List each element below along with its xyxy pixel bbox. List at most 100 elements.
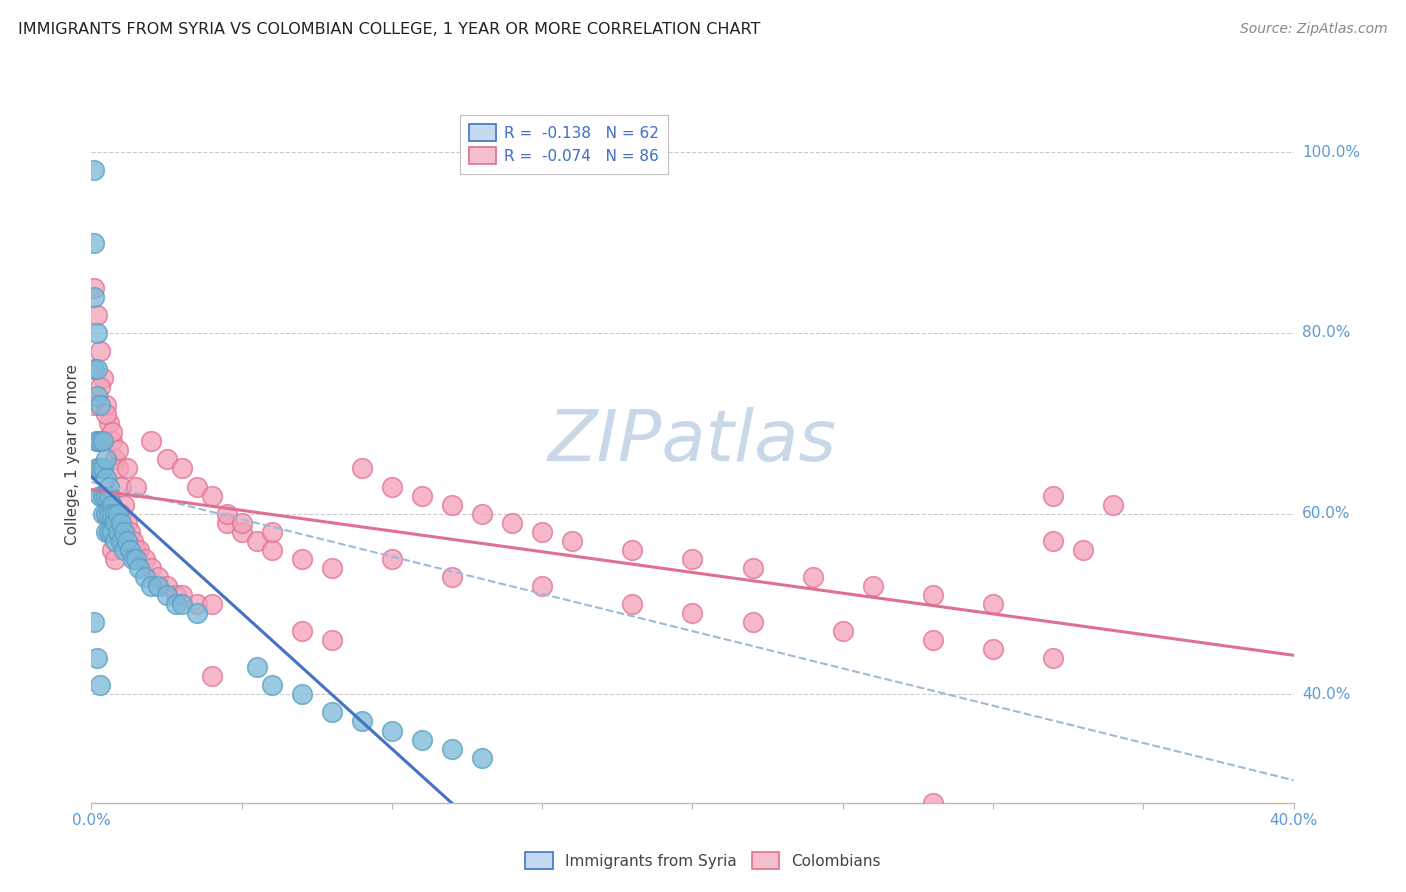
Point bbox=[260, 524, 283, 539]
Point bbox=[621, 542, 644, 557]
Point bbox=[93, 434, 115, 449]
Point bbox=[381, 479, 404, 493]
Point bbox=[186, 597, 208, 611]
Point bbox=[107, 524, 129, 539]
Point bbox=[96, 507, 118, 521]
Point bbox=[98, 524, 121, 539]
Point bbox=[96, 452, 118, 467]
Point bbox=[215, 507, 238, 521]
Y-axis label: College, 1 year or more: College, 1 year or more bbox=[65, 365, 80, 545]
Point bbox=[141, 561, 163, 575]
Point bbox=[291, 687, 314, 701]
Point bbox=[170, 461, 193, 475]
Point bbox=[96, 524, 118, 539]
Point bbox=[86, 308, 108, 322]
Point bbox=[98, 479, 121, 493]
Text: IMMIGRANTS FROM SYRIA VS COLOMBIAN COLLEGE, 1 YEAR OR MORE CORRELATION CHART: IMMIGRANTS FROM SYRIA VS COLOMBIAN COLLE… bbox=[18, 22, 761, 37]
Point bbox=[440, 741, 463, 756]
Point bbox=[128, 542, 150, 557]
Point bbox=[146, 579, 169, 593]
Point bbox=[411, 489, 433, 503]
Point bbox=[83, 235, 105, 250]
Point bbox=[981, 597, 1004, 611]
Point bbox=[101, 425, 124, 440]
Point bbox=[155, 588, 177, 602]
Point bbox=[922, 633, 945, 648]
Point bbox=[98, 489, 121, 503]
Point bbox=[98, 417, 121, 431]
Point bbox=[96, 407, 118, 421]
Text: 80.0%: 80.0% bbox=[1302, 326, 1350, 341]
Point bbox=[128, 561, 150, 575]
Point bbox=[246, 660, 269, 674]
Point bbox=[260, 542, 283, 557]
Point bbox=[89, 344, 111, 359]
Point bbox=[93, 371, 115, 385]
Point bbox=[101, 542, 124, 557]
Legend: Immigrants from Syria, Colombians: Immigrants from Syria, Colombians bbox=[519, 846, 887, 875]
Point bbox=[170, 597, 193, 611]
Text: 100.0%: 100.0% bbox=[1302, 145, 1360, 160]
Point bbox=[93, 507, 115, 521]
Point bbox=[98, 524, 121, 539]
Point bbox=[862, 579, 884, 593]
Point bbox=[83, 398, 105, 412]
Point bbox=[89, 398, 111, 412]
Point bbox=[141, 579, 163, 593]
Point bbox=[101, 524, 124, 539]
Point bbox=[141, 434, 163, 449]
Point bbox=[110, 507, 132, 521]
Point bbox=[170, 588, 193, 602]
Point bbox=[165, 597, 187, 611]
Point bbox=[101, 498, 124, 512]
Point bbox=[1042, 533, 1064, 548]
Point bbox=[83, 362, 105, 376]
Point bbox=[741, 615, 763, 629]
Point bbox=[89, 380, 111, 394]
Point bbox=[440, 498, 463, 512]
Point bbox=[89, 489, 111, 503]
Point bbox=[246, 533, 269, 548]
Point bbox=[101, 507, 124, 521]
Point bbox=[291, 624, 314, 639]
Point bbox=[86, 651, 108, 665]
Point bbox=[114, 524, 136, 539]
Point bbox=[350, 461, 373, 475]
Point bbox=[165, 588, 187, 602]
Point bbox=[107, 507, 129, 521]
Point bbox=[981, 642, 1004, 657]
Point bbox=[1102, 498, 1125, 512]
Point bbox=[146, 570, 169, 584]
Legend: R =  -0.138   N = 62, R =  -0.074   N = 86: R = -0.138 N = 62, R = -0.074 N = 86 bbox=[460, 115, 668, 174]
Point bbox=[531, 524, 554, 539]
Point bbox=[104, 533, 127, 548]
Point bbox=[89, 461, 111, 475]
Point bbox=[125, 542, 148, 557]
Point bbox=[83, 615, 105, 629]
Point bbox=[561, 533, 583, 548]
Point bbox=[186, 606, 208, 620]
Point bbox=[411, 732, 433, 747]
Point bbox=[98, 507, 121, 521]
Point bbox=[531, 579, 554, 593]
Point bbox=[134, 570, 156, 584]
Text: ZIPatlas: ZIPatlas bbox=[548, 407, 837, 475]
Point bbox=[231, 516, 253, 530]
Point bbox=[291, 551, 314, 566]
Point bbox=[86, 362, 108, 376]
Point bbox=[104, 507, 127, 521]
Point bbox=[101, 434, 124, 449]
Point bbox=[381, 723, 404, 738]
Point bbox=[96, 470, 118, 484]
Point bbox=[104, 551, 127, 566]
Point bbox=[381, 551, 404, 566]
Point bbox=[741, 561, 763, 575]
Point bbox=[104, 516, 127, 530]
Point bbox=[93, 489, 115, 503]
Point bbox=[96, 489, 118, 503]
Point bbox=[125, 551, 148, 566]
Point bbox=[89, 434, 111, 449]
Point bbox=[201, 597, 224, 611]
Point bbox=[107, 443, 129, 458]
Point bbox=[350, 714, 373, 729]
